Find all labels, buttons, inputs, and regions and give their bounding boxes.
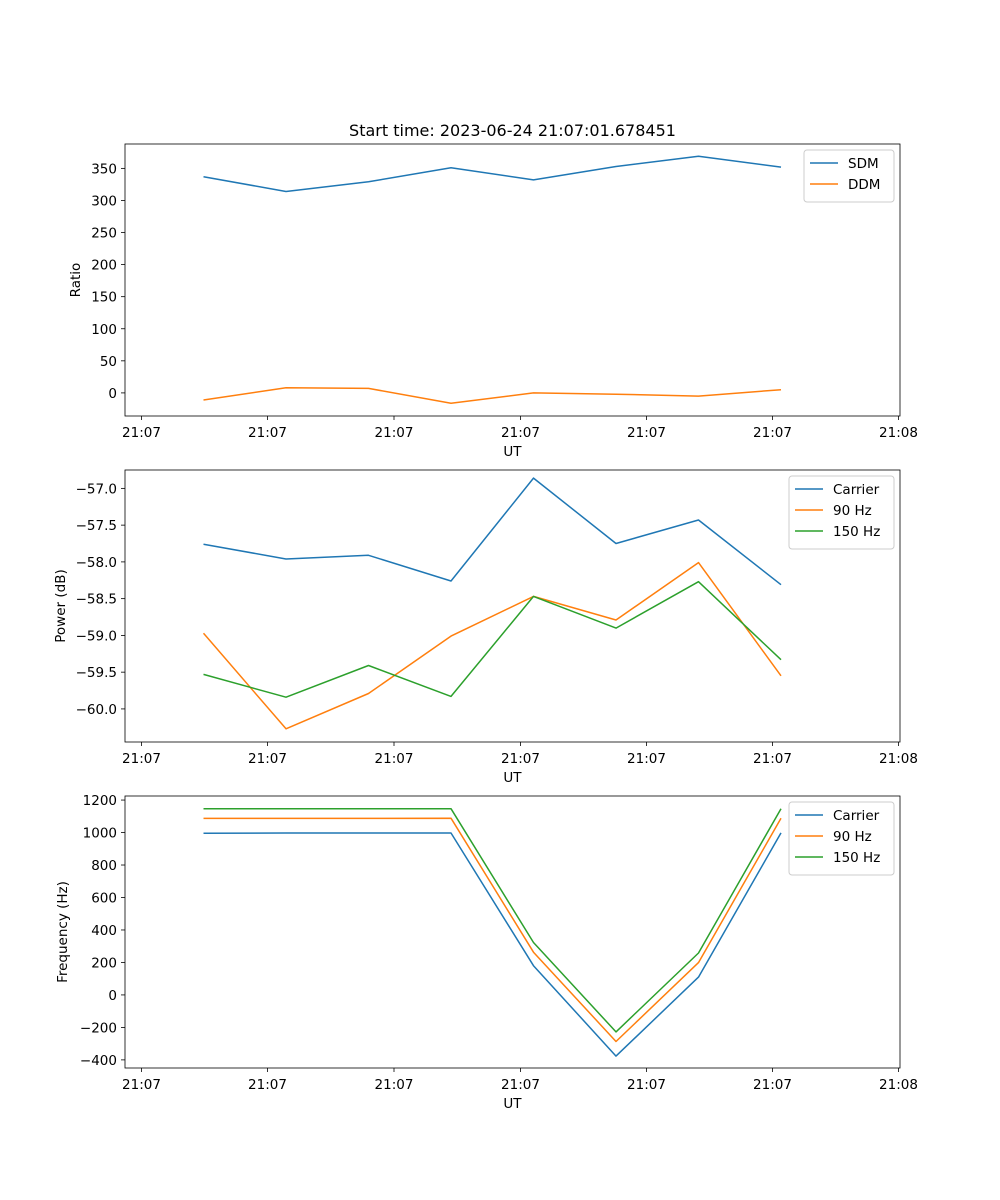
- legend: Carrier 90 Hz 150 Hz: [788, 475, 895, 550]
- x-axis-label: UT: [503, 770, 522, 786]
- legend-label: Carrier: [833, 482, 880, 498]
- series-line-ddm: [203, 387, 782, 404]
- chart-panel-3: 21:07 21:07 21:07 21:07 21:07 21:07 21:08 −400 −…: [55, 793, 918, 1112]
- legend-label: 150 Hz: [833, 524, 880, 540]
- legend: SDM DDM: [803, 149, 895, 203]
- x-tick-label: 21:07: [501, 1077, 540, 1093]
- y-axis-label: Frequency (Hz): [55, 881, 71, 983]
- y-tick-label: 200: [91, 258, 117, 274]
- y-axis-label: Power (dB): [53, 569, 69, 642]
- y-tick-label: −60.0: [76, 702, 117, 718]
- y-tick-label: 50: [100, 354, 117, 370]
- series-line-sdm: [203, 155, 782, 193]
- x-tick-label: 21:07: [753, 425, 792, 441]
- series-line-carrier: [203, 477, 782, 586]
- x-tick-label: 21:07: [248, 425, 287, 441]
- y-tick-label: 400: [91, 923, 117, 939]
- y-tick-label: 0: [108, 988, 117, 1004]
- y-tick-label: −400: [80, 1053, 117, 1069]
- axes-frame: [124, 795, 901, 1069]
- y-tick-label: −57.5: [76, 518, 117, 534]
- y-tick-label: 1200: [83, 793, 117, 809]
- axes-frame: [124, 469, 901, 743]
- y-tick-label: −58.5: [76, 592, 117, 608]
- x-tick-label: 21:07: [122, 751, 161, 767]
- legend-label: SDM: [848, 156, 879, 172]
- y-tick-label: 600: [91, 890, 117, 906]
- series-line-150-hz: [203, 807, 782, 1033]
- x-tick-label: 21:07: [501, 425, 540, 441]
- series-line-carrier: [203, 832, 782, 1057]
- legend-label: Carrier: [833, 808, 880, 824]
- x-tick-label: 21:07: [375, 1077, 414, 1093]
- x-tick-label: 21:07: [248, 1077, 287, 1093]
- x-tick-label: 21:08: [879, 751, 918, 767]
- chart-panel-2: 21:07 21:07 21:07 21:07 21:07 21:07 21:08 −60.0…: [53, 469, 918, 786]
- legend-label: 90 Hz: [833, 503, 872, 519]
- y-tick-label: 300: [91, 193, 117, 209]
- series-line-90-hz: [202, 561, 782, 730]
- x-axis-label: UT: [503, 1096, 522, 1112]
- x-tick-label: 21:07: [627, 751, 666, 767]
- x-tick-label: 21:08: [879, 1077, 918, 1093]
- x-tick-label: 21:07: [375, 751, 414, 767]
- x-tick-label: 21:07: [122, 1077, 161, 1093]
- y-tick-label: 100: [91, 322, 117, 338]
- y-tick-label: 0: [108, 386, 117, 402]
- x-tick-label: 21:07: [627, 425, 666, 441]
- y-tick-label: −59.5: [76, 665, 117, 681]
- y-tick-label: 1000: [83, 826, 117, 842]
- y-tick-label: −200: [80, 1020, 117, 1036]
- legend-label: 90 Hz: [833, 829, 872, 845]
- y-tick-label: 350: [91, 161, 117, 177]
- x-axis-label: UT: [503, 444, 522, 460]
- x-tick-label: 21:07: [753, 751, 792, 767]
- x-tick-label: 21:07: [753, 1077, 792, 1093]
- series-line-150-hz: [203, 580, 782, 698]
- x-tick-label: 21:07: [248, 751, 287, 767]
- x-tick-label: 21:08: [879, 425, 918, 441]
- axes-frame: [124, 143, 901, 417]
- y-tick-label: −58.0: [76, 555, 117, 571]
- legend: Carrier 90 Hz 150 Hz: [788, 801, 895, 876]
- legend-label: DDM: [848, 177, 880, 193]
- y-tick-label: 250: [91, 226, 117, 242]
- chart-title: Start time: 2023-06-24 21:07:01.678451: [349, 121, 676, 140]
- y-axis-label: Ratio: [68, 263, 84, 298]
- y-tick-label: 200: [91, 955, 117, 971]
- x-tick-label: 21:07: [501, 751, 540, 767]
- y-tick-label: −57.0: [76, 481, 117, 497]
- legend-label: 150 Hz: [833, 850, 880, 866]
- chart-panel-1: Start time: 2023-06-24 21:07:01.678451 21…: [68, 121, 918, 460]
- series-line-90-hz: [203, 817, 782, 1043]
- y-tick-label: 150: [91, 290, 117, 306]
- x-tick-label: 21:07: [375, 425, 414, 441]
- y-tick-label: 800: [91, 858, 117, 874]
- x-tick-label: 21:07: [122, 425, 161, 441]
- x-tick-label: 21:07: [627, 1077, 666, 1093]
- y-tick-label: −59.0: [76, 628, 117, 644]
